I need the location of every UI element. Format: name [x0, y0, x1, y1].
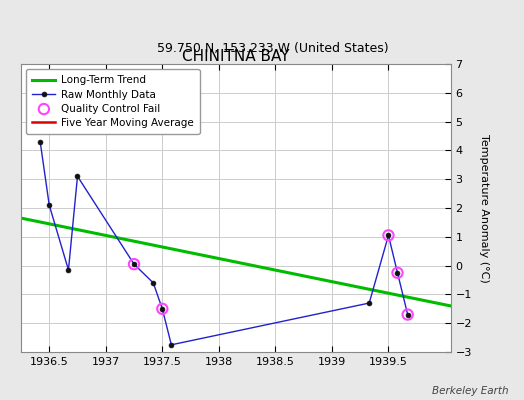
Raw Monthly Data — [366, 301, 373, 306]
Legend: Long-Term Trend, Raw Monthly Data, Quality Control Fail, Five Year Moving Averag: Long-Term Trend, Raw Monthly Data, Quali… — [26, 69, 200, 134]
Raw Monthly Data — [66, 268, 72, 272]
Quality Control Fail — [130, 261, 138, 267]
Line: Raw Monthly Data: Raw Monthly Data — [38, 139, 410, 347]
Text: 59.750 N, 153.233 W (United States): 59.750 N, 153.233 W (United States) — [157, 42, 388, 55]
Quality Control Fail — [403, 311, 412, 318]
Title: CHINITNA BAY: CHINITNA BAY — [182, 49, 290, 64]
Raw Monthly Data — [168, 342, 174, 347]
Raw Monthly Data — [131, 262, 137, 266]
Raw Monthly Data — [37, 139, 43, 144]
Raw Monthly Data — [159, 306, 166, 311]
Raw Monthly Data — [385, 233, 391, 238]
Quality Control Fail — [158, 306, 167, 312]
Raw Monthly Data — [150, 280, 156, 285]
Raw Monthly Data — [405, 312, 411, 317]
Quality Control Fail — [384, 232, 392, 238]
Raw Monthly Data — [46, 203, 52, 208]
Raw Monthly Data — [395, 270, 401, 275]
Text: Berkeley Earth: Berkeley Earth — [432, 386, 508, 396]
Quality Control Fail — [394, 270, 402, 276]
Raw Monthly Data — [74, 174, 81, 179]
Y-axis label: Temperature Anomaly (°C): Temperature Anomaly (°C) — [478, 134, 489, 282]
